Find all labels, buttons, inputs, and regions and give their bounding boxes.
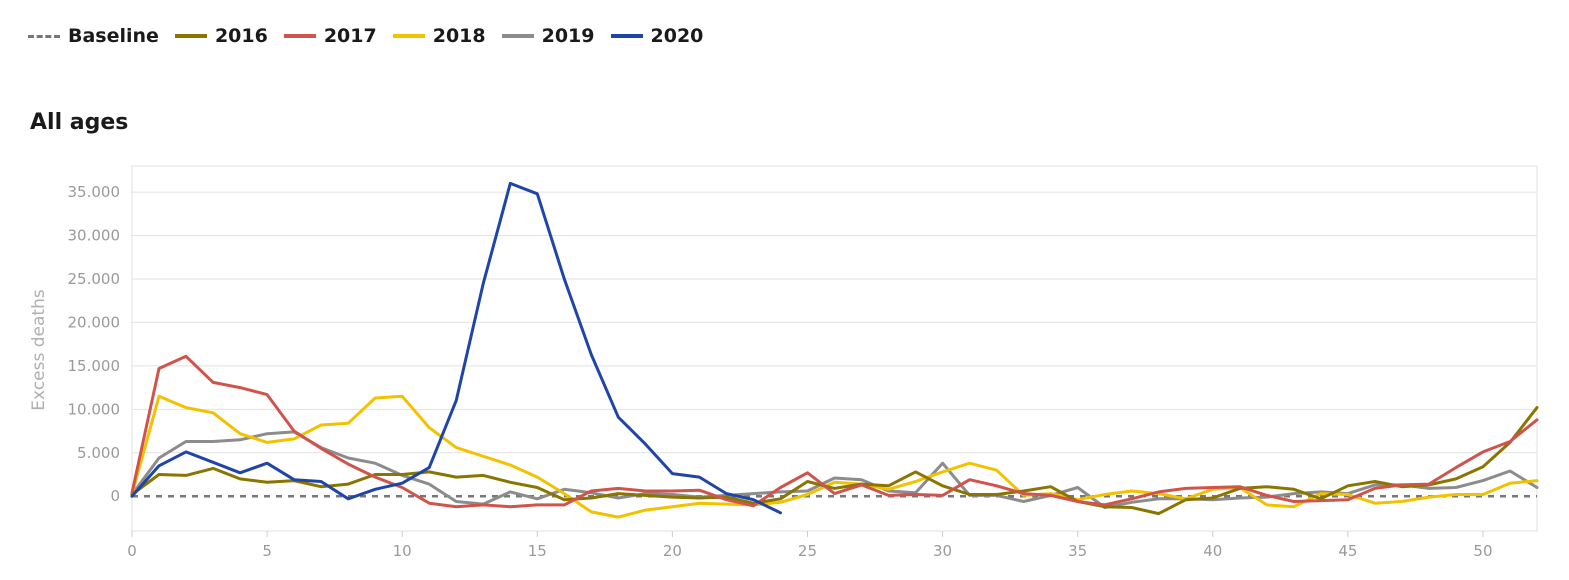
legend-item-2018[interactable]: 2018 bbox=[392, 25, 486, 47]
legend-item-baseline[interactable]: Baseline bbox=[28, 25, 159, 47]
x-tick-label: 10 bbox=[393, 542, 412, 560]
legend-item-2020[interactable]: 2020 bbox=[610, 25, 704, 47]
legend-item-2017[interactable]: 2017 bbox=[283, 25, 377, 47]
legend-label: 2020 bbox=[650, 25, 704, 47]
legend-swatch bbox=[174, 34, 207, 38]
x-tick-label: 35 bbox=[1068, 542, 1087, 560]
legend-swatch bbox=[392, 34, 425, 38]
y-tick-label: 0 bbox=[110, 487, 120, 505]
x-tick-label: 20 bbox=[663, 542, 682, 560]
x-tick-label: 50 bbox=[1473, 542, 1492, 560]
legend-swatch bbox=[610, 34, 643, 38]
x-tick-label: 5 bbox=[262, 542, 272, 560]
series-line-2017[interactable] bbox=[130, 354, 1539, 509]
legend-label: 2016 bbox=[214, 25, 268, 47]
series-line-2016[interactable] bbox=[130, 406, 1539, 516]
legend-item-2016[interactable]: 2016 bbox=[174, 25, 268, 47]
y-tick-label: 10.000 bbox=[68, 400, 121, 418]
series-line-2020[interactable] bbox=[130, 181, 782, 515]
legend-label: Baseline bbox=[68, 25, 159, 47]
legend-swatch bbox=[283, 34, 316, 38]
legend-label: 2018 bbox=[432, 25, 486, 47]
legend-item-2019[interactable]: 2019 bbox=[501, 25, 595, 47]
y-tick-label: 5.000 bbox=[77, 444, 120, 462]
x-tick-label: 25 bbox=[798, 542, 817, 560]
grid-layer bbox=[131, 165, 1538, 532]
x-tick-label: 45 bbox=[1338, 542, 1357, 560]
plot-frame bbox=[131, 165, 1538, 532]
chart-title: All ages bbox=[30, 110, 129, 135]
x-tick-label: 40 bbox=[1203, 542, 1222, 560]
legend-swatch bbox=[501, 34, 534, 38]
y-tick-label: 15.000 bbox=[68, 357, 121, 375]
y-tick-label: 20.000 bbox=[68, 313, 121, 331]
series-layer bbox=[130, 181, 1539, 519]
y-tick-label: 30.000 bbox=[68, 227, 121, 245]
legend: Baseline 2016 2017 2018 2019 2020 bbox=[28, 22, 703, 50]
axes-layer: 0 5.000 10.000 15.000 20.000 25.000 30.000 35.0… bbox=[68, 183, 1493, 560]
x-tick-label: 15 bbox=[528, 542, 547, 560]
x-tick-label: 30 bbox=[933, 542, 952, 560]
x-tick-label: 0 bbox=[127, 542, 137, 560]
y-axis-title: Excess deaths bbox=[29, 289, 49, 411]
legend-swatch bbox=[28, 34, 60, 38]
y-tick-label: 25.000 bbox=[68, 270, 121, 288]
legend-label: 2019 bbox=[541, 25, 595, 47]
y-tick-label: 35.000 bbox=[68, 183, 121, 201]
legend-label: 2017 bbox=[323, 25, 377, 47]
